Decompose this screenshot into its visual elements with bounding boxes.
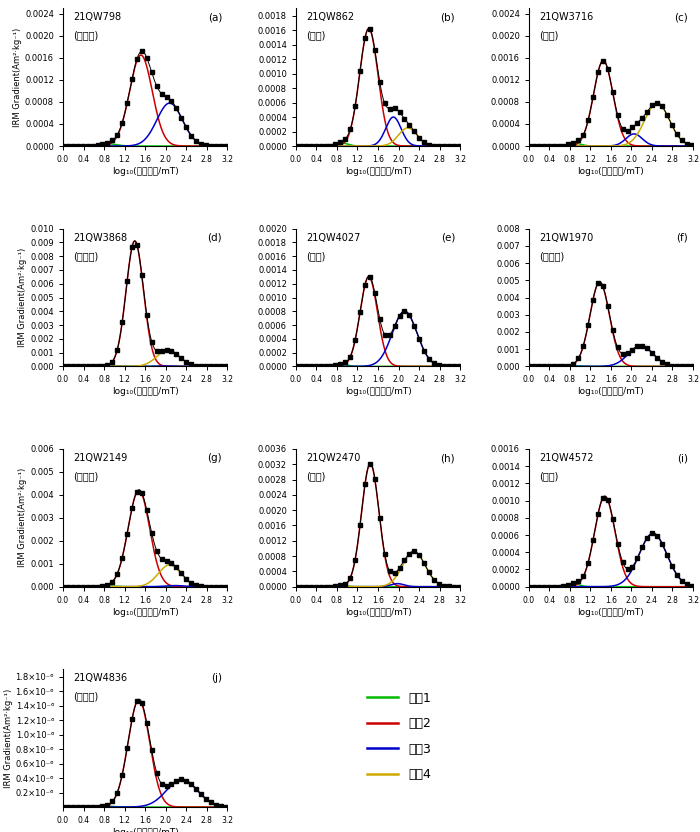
Text: 21QW3716: 21QW3716 bbox=[539, 12, 593, 22]
Text: 21QW1970: 21QW1970 bbox=[539, 233, 593, 243]
Text: (g): (g) bbox=[207, 453, 222, 463]
Text: (c): (c) bbox=[674, 12, 688, 22]
Text: 21QW2149: 21QW2149 bbox=[73, 453, 127, 463]
Text: (b): (b) bbox=[440, 12, 455, 22]
Text: (黄土): (黄土) bbox=[539, 471, 558, 481]
X-axis label: log₁₀(磁场强度/mT): log₁₀(磁场强度/mT) bbox=[344, 387, 412, 396]
Text: (i): (i) bbox=[677, 453, 688, 463]
Text: (古土壤): (古土壤) bbox=[539, 250, 564, 260]
Y-axis label: IRM Gradient(Am²·kg⁻¹): IRM Gradient(Am²·kg⁻¹) bbox=[18, 248, 27, 347]
Text: (h): (h) bbox=[440, 453, 455, 463]
Legend: 组分1, 组分2, 组分3, 组分4: 组分1, 组分2, 组分3, 组分4 bbox=[362, 686, 436, 786]
X-axis label: log₁₀(磁场强度/mT): log₁₀(磁场强度/mT) bbox=[578, 387, 644, 396]
Text: (黄土): (黄土) bbox=[306, 471, 326, 481]
X-axis label: log₁₀(磁场强度/mT): log₁₀(磁场强度/mT) bbox=[112, 828, 178, 832]
Text: (f): (f) bbox=[676, 233, 688, 243]
X-axis label: log₁₀(磁场强度/mT): log₁₀(磁场强度/mT) bbox=[344, 607, 412, 617]
Text: 21QW4572: 21QW4572 bbox=[539, 453, 594, 463]
Text: (古土壤): (古土壤) bbox=[73, 30, 98, 41]
Text: (黄土): (黄土) bbox=[306, 30, 326, 41]
X-axis label: log₁₀(磁场强度/mT): log₁₀(磁场强度/mT) bbox=[578, 607, 644, 617]
Y-axis label: IRM Gradient(Am²·kg⁻¹): IRM Gradient(Am²·kg⁻¹) bbox=[4, 689, 13, 788]
Y-axis label: IRM Gradient(Am²·kg⁻¹): IRM Gradient(Am²·kg⁻¹) bbox=[13, 27, 22, 126]
Text: 21QW3868: 21QW3868 bbox=[73, 233, 127, 243]
Text: (古土壤): (古土壤) bbox=[73, 471, 98, 481]
Text: 21QW4836: 21QW4836 bbox=[73, 673, 127, 683]
Text: (黄土): (黄土) bbox=[539, 30, 558, 41]
Text: (e): (e) bbox=[441, 233, 455, 243]
Text: (d): (d) bbox=[207, 233, 222, 243]
Y-axis label: IRM Gradient(Am²·kg⁻¹): IRM Gradient(Am²·kg⁻¹) bbox=[18, 468, 27, 567]
Text: 21QW4027: 21QW4027 bbox=[306, 233, 360, 243]
X-axis label: log₁₀(磁场强度/mT): log₁₀(磁场强度/mT) bbox=[344, 167, 412, 176]
Text: 21QW2470: 21QW2470 bbox=[306, 453, 360, 463]
X-axis label: log₁₀(磁场强度/mT): log₁₀(磁场强度/mT) bbox=[112, 167, 178, 176]
Text: (黄土): (黄土) bbox=[306, 250, 326, 260]
Text: 21QW798: 21QW798 bbox=[73, 12, 121, 22]
X-axis label: log₁₀(磁场强度/mT): log₁₀(磁场强度/mT) bbox=[112, 607, 178, 617]
Text: (古土壤): (古土壤) bbox=[73, 691, 98, 701]
X-axis label: log₁₀(磁场强度/mT): log₁₀(磁场强度/mT) bbox=[112, 387, 178, 396]
Text: 21QW862: 21QW862 bbox=[306, 12, 354, 22]
Text: (a): (a) bbox=[208, 12, 222, 22]
Text: (j): (j) bbox=[211, 673, 222, 683]
Text: (古土壤): (古土壤) bbox=[73, 250, 98, 260]
X-axis label: log₁₀(磁场强度/mT): log₁₀(磁场强度/mT) bbox=[578, 167, 644, 176]
